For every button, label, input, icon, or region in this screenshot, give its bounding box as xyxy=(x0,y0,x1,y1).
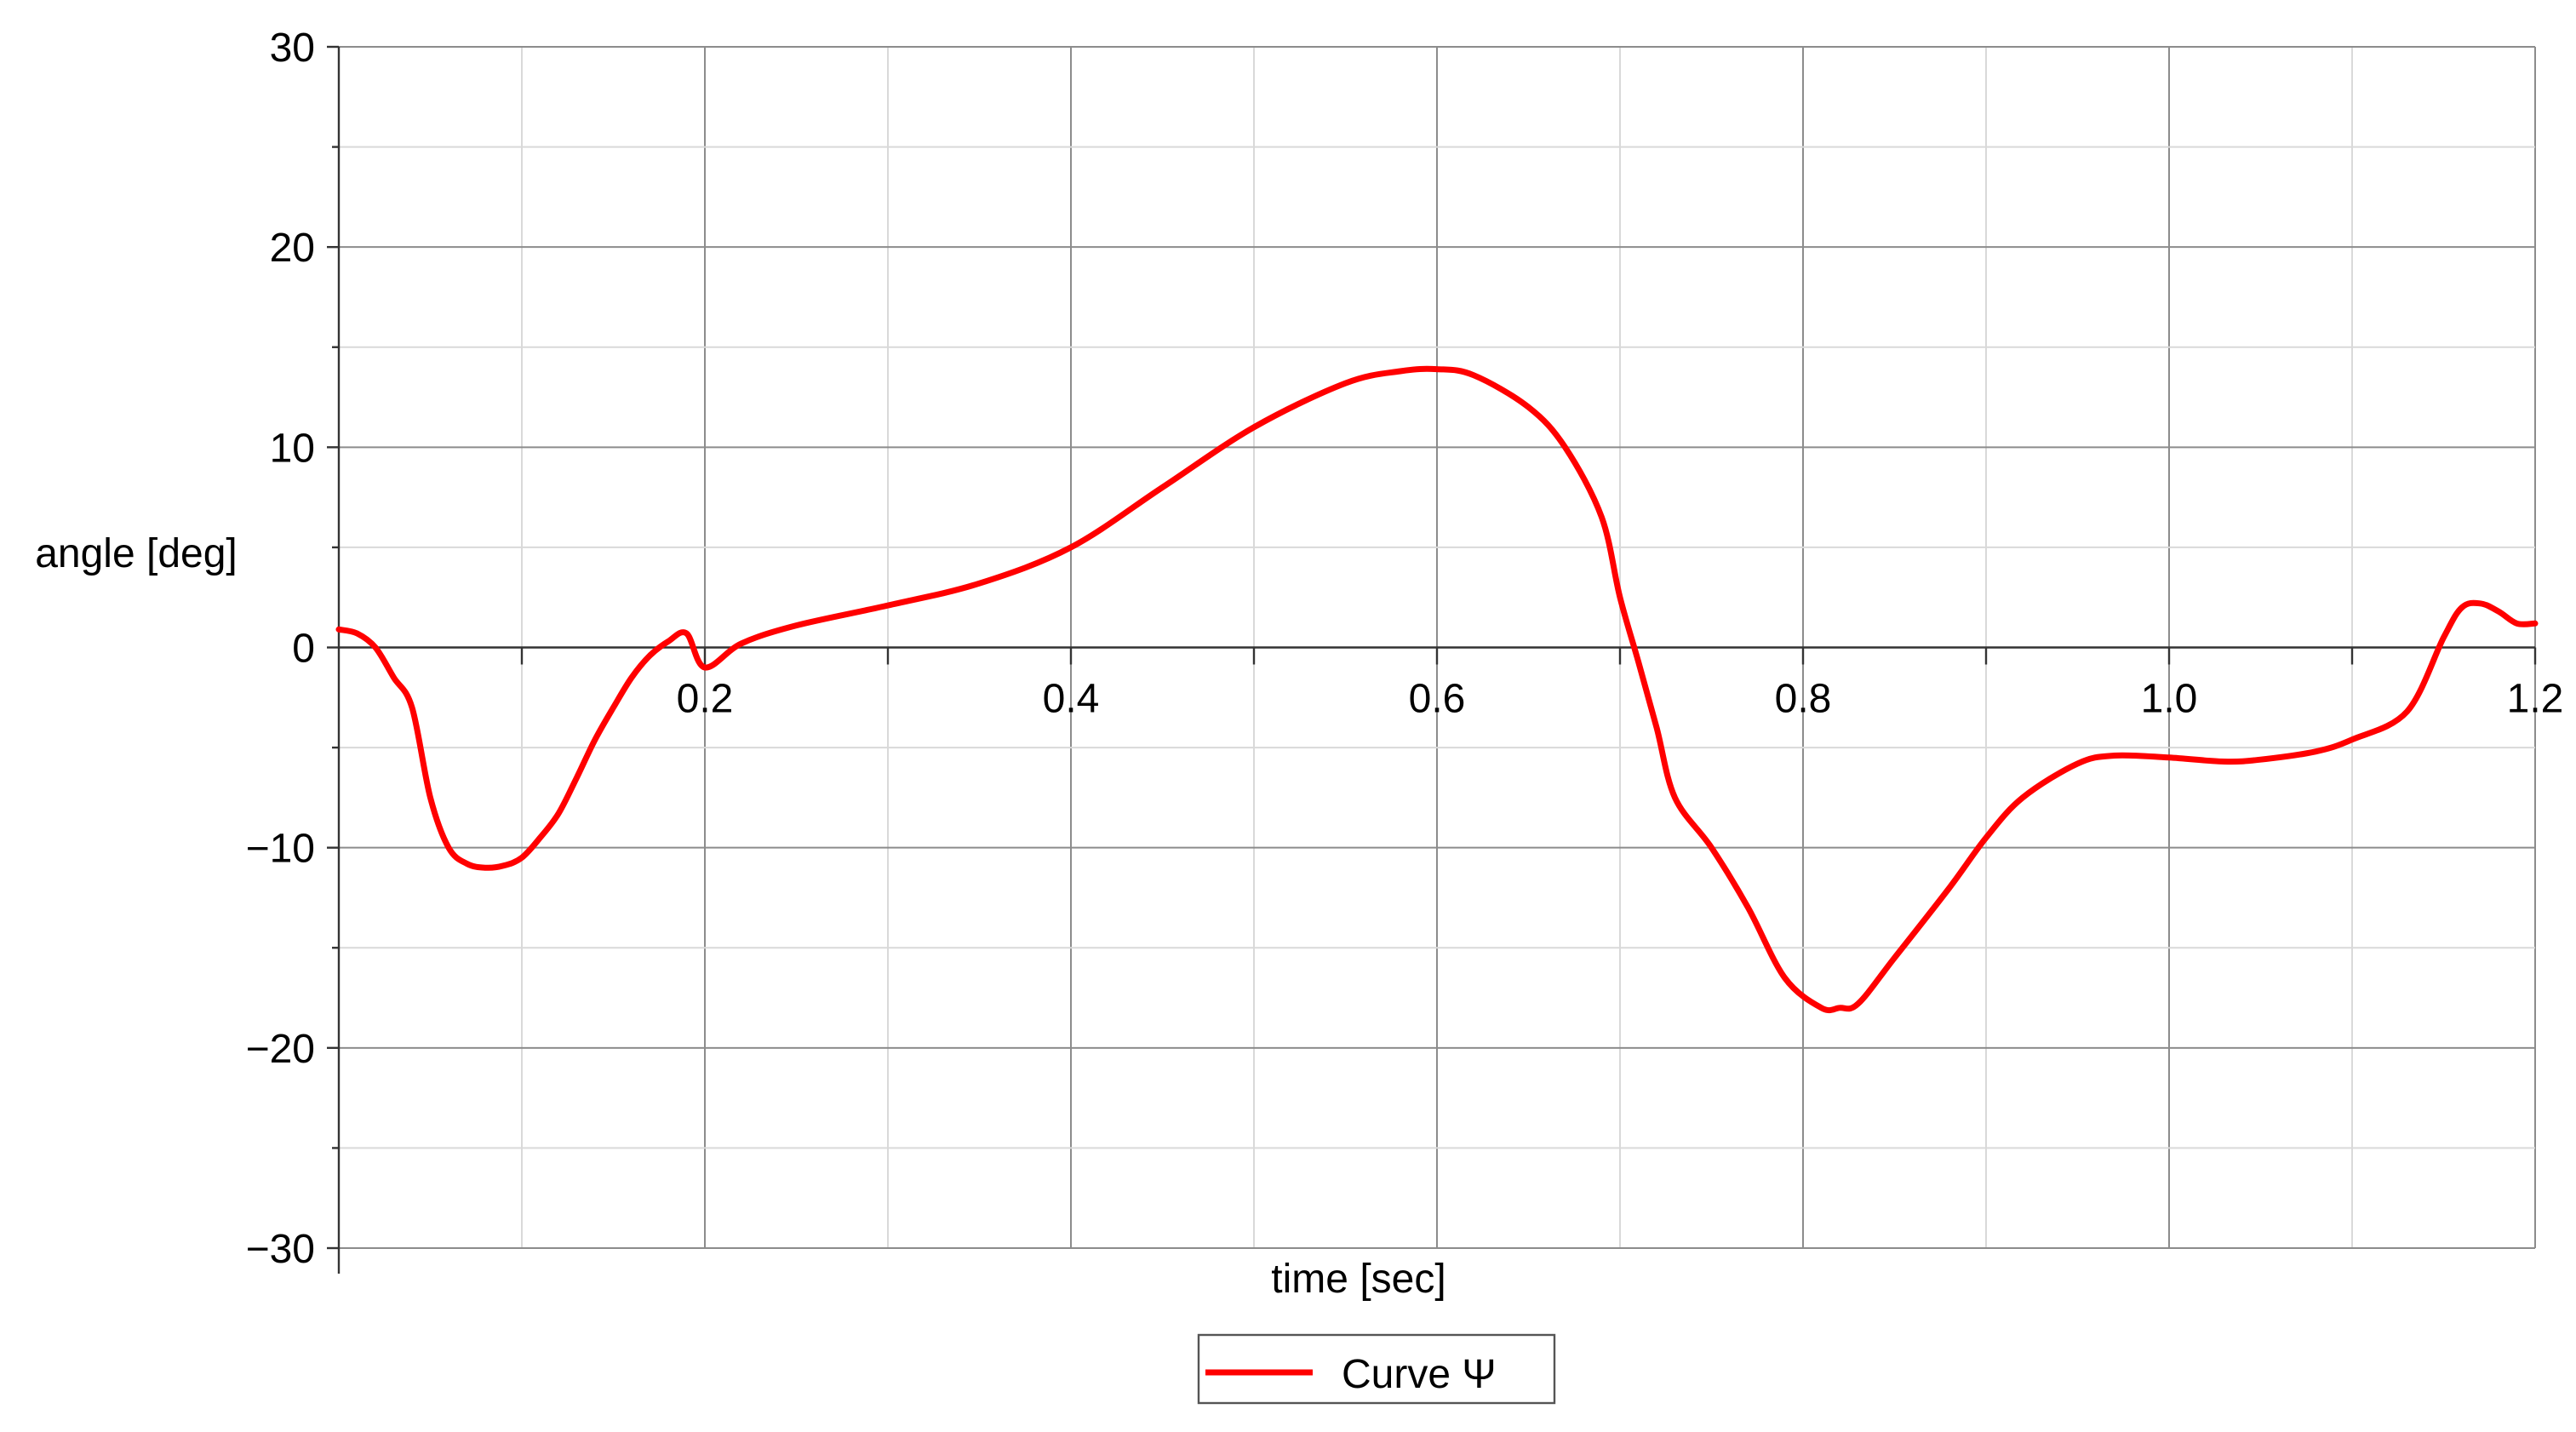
y-tick-label: 20 xyxy=(270,226,315,271)
series-line-curve-psi xyxy=(335,365,2539,1014)
y-tick-label: −20 xyxy=(246,1027,315,1072)
x-tick-label: 0.8 xyxy=(1775,677,1832,722)
legend-label-curve-psi: Curve Ψ xyxy=(1342,1352,1496,1397)
x-tick-label: 0.6 xyxy=(1409,677,1466,722)
y-tick-label: 0 xyxy=(292,627,315,672)
y-tick-label: −30 xyxy=(246,1227,315,1272)
gridlines xyxy=(339,46,2536,1249)
x-tick-label: 0.2 xyxy=(677,677,734,722)
x-tick-label: 0.4 xyxy=(1043,677,1100,722)
y-tick-label: 30 xyxy=(270,26,315,71)
legend-box xyxy=(1197,1333,1556,1405)
y-tick-label: −10 xyxy=(246,827,315,872)
x-axis-label: time [sec] xyxy=(1271,1257,1445,1302)
x-tick-label: 1.2 xyxy=(2507,677,2564,722)
axes xyxy=(327,45,2537,1274)
series-layer xyxy=(335,365,2539,1014)
y-axis-label: angle [deg] xyxy=(35,531,238,576)
x-tick-label: 1.0 xyxy=(2141,677,2198,722)
tick-labels: −30 −20 −10 0 10 20 30 0.2 0.4 0.6 0.8 1.0 1.2 xyxy=(246,26,2564,1272)
y-tick-label: 10 xyxy=(270,426,315,471)
legend: Curve Ψ xyxy=(1197,1333,1556,1405)
